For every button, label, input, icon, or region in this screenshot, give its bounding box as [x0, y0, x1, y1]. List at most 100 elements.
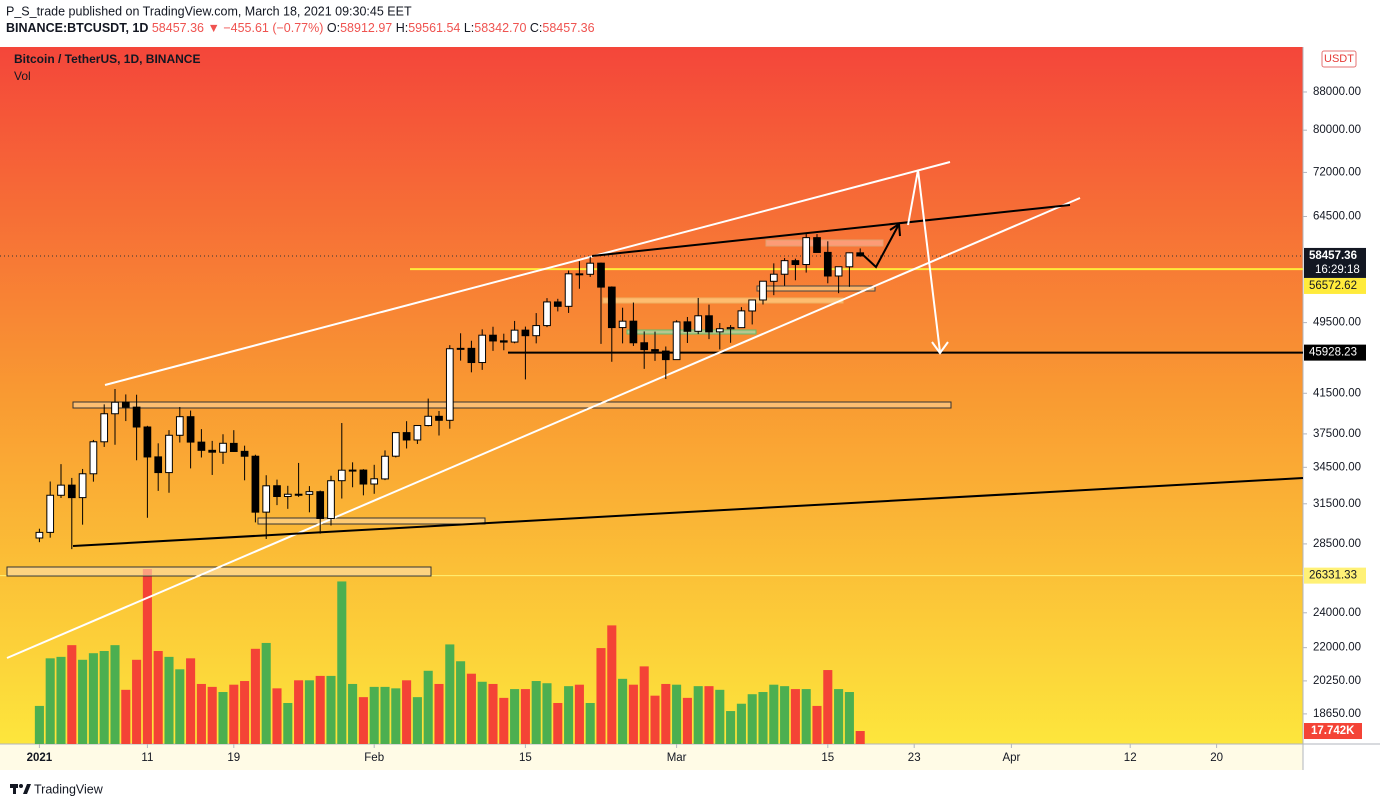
volume-bar	[142, 569, 152, 744]
level-label-box	[1304, 567, 1366, 584]
candle-body	[813, 237, 821, 253]
volume-bar	[261, 642, 271, 744]
candle-body	[219, 442, 227, 453]
brand-logo	[10, 784, 31, 794]
candle-body	[715, 328, 724, 333]
volume-bar	[823, 670, 833, 744]
candle-body	[132, 406, 141, 428]
l-label: L:	[464, 21, 474, 35]
x-tick-label: Apr	[1002, 752, 1020, 764]
volume-bar	[477, 681, 487, 744]
candle-body	[672, 321, 681, 361]
candle-body	[78, 473, 87, 499]
last-price-box	[1304, 247, 1366, 278]
volume-bar	[596, 648, 606, 744]
volume-bar	[56, 656, 66, 744]
arrow-head	[931, 341, 949, 355]
ohlc-line: BINANCE:BTCUSDT, 1D 58457.36 ▼ −455.61 (…	[6, 21, 595, 35]
zone	[765, 239, 884, 247]
volume-bar	[510, 689, 520, 744]
currency[interactable]: USDT	[1324, 53, 1354, 65]
volume-bar	[304, 680, 314, 744]
candle-body	[262, 485, 271, 513]
x-tick-label: Feb	[364, 752, 384, 764]
volume-bar	[531, 681, 541, 744]
volume-bar	[834, 689, 844, 744]
candle-body	[791, 260, 800, 266]
candle-body	[856, 252, 865, 257]
candle-body	[229, 442, 238, 452]
volume-bar	[358, 697, 368, 744]
y-tick-label: 88000.00	[1313, 86, 1361, 98]
last-price-label: 58457.36	[1309, 250, 1357, 262]
candle-body	[111, 401, 119, 415]
candle-body	[607, 286, 616, 329]
trendline	[591, 204, 1071, 257]
level-label-box	[1304, 344, 1366, 361]
zone	[6, 566, 432, 577]
volume-layer	[34, 569, 865, 744]
volume-bar	[488, 683, 498, 744]
volume-bar	[801, 689, 811, 744]
trendline	[72, 477, 1304, 547]
candle-body	[564, 273, 573, 307]
volume-bar	[34, 705, 44, 744]
volume-bar	[844, 692, 854, 744]
volume-bar	[434, 683, 444, 744]
countdown: 16:29:18	[1315, 264, 1360, 276]
candle-body	[337, 469, 346, 482]
candle-body	[705, 315, 713, 333]
candle-body	[759, 280, 767, 301]
volume-bar	[402, 680, 412, 744]
candle-body	[553, 301, 562, 307]
axis-layer: 56572.62 45928.23 26331.33 88000.00 80000.00…	[27, 86, 1366, 764]
currency-box[interactable]	[1321, 50, 1357, 68]
x-tick-label: 2021	[27, 752, 53, 764]
brand: TradingView	[34, 782, 104, 796]
candle-body	[402, 432, 411, 441]
arrow-head	[889, 222, 901, 237]
candle-body	[121, 401, 130, 408]
projection-arrow	[861, 225, 899, 269]
candle-body	[499, 340, 508, 343]
candle-body	[478, 334, 487, 364]
projection-arrow	[907, 169, 941, 353]
candle-body	[618, 320, 627, 329]
candle-body	[467, 347, 476, 364]
y-tick-label: 18650.00	[1313, 708, 1361, 720]
volume-bar	[369, 686, 379, 744]
drawings	[6, 161, 1304, 659]
candle-body	[165, 434, 173, 474]
logo-part	[23, 784, 31, 794]
candle-body	[532, 325, 541, 337]
y-tick-label: 22000.00	[1313, 642, 1361, 654]
volume-bar	[175, 669, 185, 744]
candle-body	[510, 329, 519, 343]
level-label: 26331.33	[1309, 570, 1357, 582]
zone	[72, 401, 952, 409]
c-label: C:	[530, 21, 543, 35]
zone	[756, 285, 876, 292]
level-label: 45928.23	[1309, 347, 1357, 359]
candle-body	[748, 299, 757, 312]
volume-bar	[769, 684, 779, 744]
trendline	[104, 161, 951, 386]
volume-bar	[574, 684, 584, 744]
time-axis	[0, 744, 1303, 770]
candle-body	[186, 416, 195, 443]
volume-bar	[294, 680, 304, 744]
logo-part	[13, 784, 16, 794]
candle-body	[381, 455, 389, 480]
x-tick-label: 19	[227, 752, 240, 764]
volume-bar	[67, 645, 77, 744]
x-tick-label: 15	[519, 752, 532, 764]
volume-bar	[229, 684, 239, 744]
candle-body	[240, 450, 249, 457]
candle-body	[834, 266, 843, 277]
candle-body	[294, 493, 303, 496]
candle-body	[327, 480, 335, 520]
trendline	[6, 197, 1081, 659]
zone	[257, 517, 486, 525]
candles-layer	[35, 233, 865, 550]
x-tick-label: 11	[141, 752, 153, 764]
